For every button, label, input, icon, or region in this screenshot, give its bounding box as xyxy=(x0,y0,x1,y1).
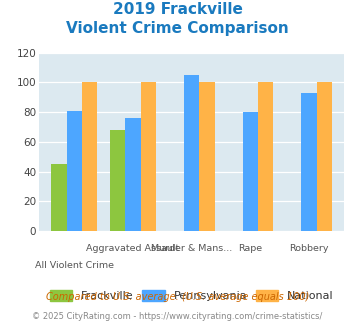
Bar xyxy=(301,93,317,231)
Bar xyxy=(243,112,258,231)
Text: Violent Crime Comparison: Violent Crime Comparison xyxy=(66,21,289,36)
Text: 2019 Frackville: 2019 Frackville xyxy=(113,2,242,16)
Text: Murder & Mans...: Murder & Mans... xyxy=(151,244,232,253)
Bar xyxy=(82,82,97,231)
Bar xyxy=(141,82,156,231)
Text: Robbery: Robbery xyxy=(289,244,329,253)
Text: Compared to U.S. average. (U.S. average equals 100): Compared to U.S. average. (U.S. average … xyxy=(46,292,309,302)
Text: Aggravated Assault: Aggravated Assault xyxy=(86,244,180,253)
Bar xyxy=(110,130,125,231)
Bar xyxy=(125,118,141,231)
Text: Rape: Rape xyxy=(238,244,262,253)
Bar xyxy=(51,164,67,231)
Bar xyxy=(184,75,200,231)
Text: © 2025 CityRating.com - https://www.cityrating.com/crime-statistics/: © 2025 CityRating.com - https://www.city… xyxy=(32,312,323,321)
Bar xyxy=(200,82,214,231)
Bar xyxy=(317,82,332,231)
Text: All Violent Crime: All Violent Crime xyxy=(35,261,114,270)
Bar xyxy=(67,111,82,231)
Bar xyxy=(258,82,273,231)
Legend: Frackville, Pennsylvania, National: Frackville, Pennsylvania, National xyxy=(50,290,334,301)
